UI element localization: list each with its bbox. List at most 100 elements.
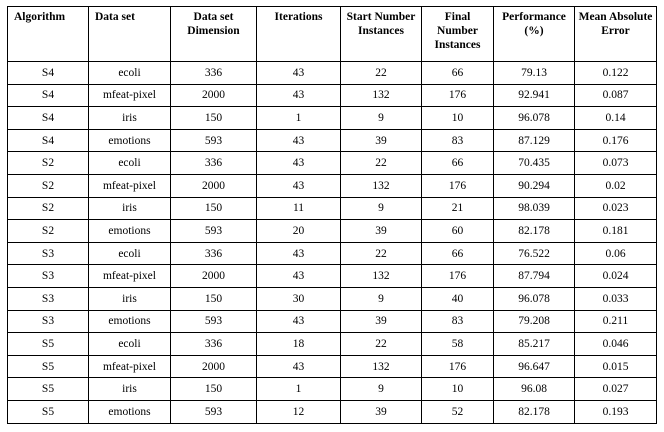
cell-iterations: 43 [256, 241, 341, 266]
cell-algorithm: S5 [7, 332, 89, 356]
results-table-container: Algorithm Data set Data set Dimension It… [7, 6, 657, 424]
cell-start-instances: 9 [340, 196, 422, 221]
cell-iterations: 1 [256, 106, 341, 130]
cell-data-set: mfeat-pixel [88, 83, 171, 108]
cell-dimension: 2000 [170, 83, 257, 108]
cell-final-instances: 176 [421, 354, 494, 379]
cell-final-instances: 10 [421, 377, 494, 401]
cell-mae: 0.176 [574, 128, 657, 153]
cell-performance: 79.208 [493, 309, 575, 334]
cell-dimension: 150 [170, 286, 257, 311]
cell-algorithm: S3 [7, 286, 89, 311]
cell-algorithm: S2 [7, 196, 89, 221]
cell-algorithm: S2 [7, 219, 89, 243]
cell-final-instances: 176 [421, 173, 494, 198]
cell-mae: 0.033 [574, 286, 657, 311]
cell-iterations: 12 [256, 399, 341, 424]
cell-final-instances: 66 [421, 241, 494, 266]
table-header-row: Algorithm Data set Data set Dimension It… [7, 6, 657, 62]
cell-dimension: 2000 [170, 354, 257, 379]
cell-data-set: iris [88, 377, 171, 401]
cell-iterations: 43 [256, 354, 341, 379]
cell-start-instances: 9 [340, 286, 422, 311]
header-iterations: Iterations [256, 6, 341, 62]
cell-final-instances: 83 [421, 309, 494, 334]
cell-performance: 92.941 [493, 83, 575, 108]
cell-start-instances: 22 [340, 332, 422, 356]
cell-algorithm: S2 [7, 173, 89, 198]
cell-performance: 96.078 [493, 106, 575, 130]
cell-algorithm: S4 [7, 83, 89, 108]
cell-data-set: emotions [88, 309, 171, 334]
table-row: S3 ecoli 336 43 22 66 76.522 0.06 [7, 241, 657, 266]
cell-mae: 0.211 [574, 309, 657, 334]
cell-performance: 98.039 [493, 196, 575, 221]
cell-mae: 0.122 [574, 61, 657, 85]
cell-iterations: 20 [256, 219, 341, 243]
table-row: S2 iris 150 11 9 21 98.039 0.023 [7, 196, 657, 221]
cell-data-set: emotions [88, 399, 171, 424]
cell-performance: 96.08 [493, 377, 575, 401]
cell-performance: 90.294 [493, 173, 575, 198]
cell-final-instances: 83 [421, 128, 494, 153]
cell-start-instances: 39 [340, 399, 422, 424]
cell-start-instances: 39 [340, 219, 422, 243]
table-row: S3 mfeat-pixel 2000 43 132 176 87.794 0.024 [7, 264, 657, 288]
cell-performance: 76.522 [493, 241, 575, 266]
cell-start-instances: 9 [340, 106, 422, 130]
cell-dimension: 336 [170, 332, 257, 356]
cell-mae: 0.181 [574, 219, 657, 243]
cell-final-instances: 176 [421, 83, 494, 108]
cell-start-instances: 39 [340, 309, 422, 334]
header-performance: Performance (%) [493, 6, 575, 62]
cell-algorithm: S3 [7, 309, 89, 334]
cell-dimension: 150 [170, 377, 257, 401]
header-algorithm: Algorithm [7, 6, 89, 62]
cell-algorithm: S4 [7, 128, 89, 153]
cell-algorithm: S5 [7, 399, 89, 424]
table-row: S5 mfeat-pixel 2000 43 132 176 96.647 0.015 [7, 354, 657, 379]
cell-mae: 0.024 [574, 264, 657, 288]
cell-start-instances: 39 [340, 128, 422, 153]
table-row: S5 emotions 593 12 39 52 82.178 0.193 [7, 399, 657, 424]
cell-final-instances: 21 [421, 196, 494, 221]
cell-dimension: 150 [170, 106, 257, 130]
cell-algorithm: S5 [7, 377, 89, 401]
table-row: S5 ecoli 336 18 22 58 85.217 0.046 [7, 332, 657, 356]
cell-dimension: 336 [170, 241, 257, 266]
cell-mae: 0.046 [574, 332, 657, 356]
cell-iterations: 1 [256, 377, 341, 401]
cell-data-set: iris [88, 286, 171, 311]
cell-performance: 82.178 [493, 219, 575, 243]
cell-iterations: 43 [256, 83, 341, 108]
table-row: S4 emotions 593 43 39 83 87.129 0.176 [7, 128, 657, 153]
cell-iterations: 43 [256, 61, 341, 85]
cell-final-instances: 52 [421, 399, 494, 424]
cell-algorithm: S2 [7, 151, 89, 175]
cell-final-instances: 176 [421, 264, 494, 288]
table-row: S2 mfeat-pixel 2000 43 132 176 90.294 0.02 [7, 173, 657, 198]
table-body: S4 ecoli 336 43 22 66 79.13 0.122 S4 mfeat-pixel 2… [7, 61, 657, 424]
cell-performance: 79.13 [493, 61, 575, 85]
table-row: S4 iris 150 1 9 10 96.078 0.14 [7, 106, 657, 130]
cell-final-instances: 10 [421, 106, 494, 130]
cell-iterations: 43 [256, 309, 341, 334]
cell-final-instances: 66 [421, 151, 494, 175]
cell-mae: 0.015 [574, 354, 657, 379]
cell-performance: 87.794 [493, 264, 575, 288]
cell-start-instances: 132 [340, 173, 422, 198]
cell-data-set: emotions [88, 219, 171, 243]
cell-data-set: ecoli [88, 151, 171, 175]
cell-final-instances: 60 [421, 219, 494, 243]
cell-performance: 87.129 [493, 128, 575, 153]
cell-data-set: iris [88, 196, 171, 221]
cell-dimension: 593 [170, 219, 257, 243]
cell-mae: 0.06 [574, 241, 657, 266]
cell-start-instances: 22 [340, 61, 422, 85]
cell-data-set: mfeat-pixel [88, 264, 171, 288]
cell-dimension: 593 [170, 399, 257, 424]
cell-algorithm: S3 [7, 241, 89, 266]
table-row: S2 emotions 593 20 39 60 82.178 0.181 [7, 219, 657, 243]
cell-dimension: 2000 [170, 173, 257, 198]
table-row: S5 iris 150 1 9 10 96.08 0.027 [7, 377, 657, 401]
